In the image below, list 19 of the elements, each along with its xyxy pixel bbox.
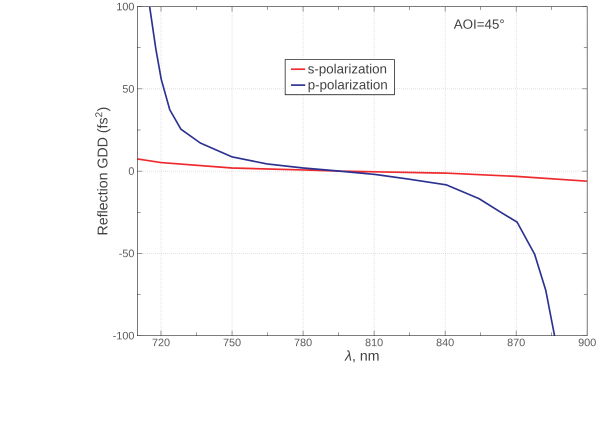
x-tick-label: 900 — [578, 338, 596, 346]
y-tick-label: -100 — [113, 332, 134, 340]
x-tick-label: 870 — [508, 338, 525, 346]
y-tick-label: -50 — [119, 250, 134, 258]
legend-label: s-polarization — [308, 64, 386, 76]
y-tick-label: 100 — [117, 2, 134, 11]
line-series — [148, 6, 556, 336]
x-tick-label: 750 — [224, 338, 241, 346]
y-tick-label: 50 — [122, 85, 134, 93]
legend-label: p-polarization — [308, 80, 387, 92]
x-tick-label: 810 — [366, 338, 383, 346]
x-tick-label: 840 — [436, 338, 454, 346]
x-tick-label: 780 — [294, 338, 312, 346]
y-axis-title: Reflection GDD (fs$^{2}$) — [95, 108, 110, 234]
y-tick-label: 0 — [128, 167, 134, 176]
annotation: AOI=45° — [454, 20, 504, 29]
x-axis-title: λ, nm — [344, 350, 379, 362]
x-tick-label: 720 — [152, 338, 170, 346]
line-series — [137, 158, 588, 182]
